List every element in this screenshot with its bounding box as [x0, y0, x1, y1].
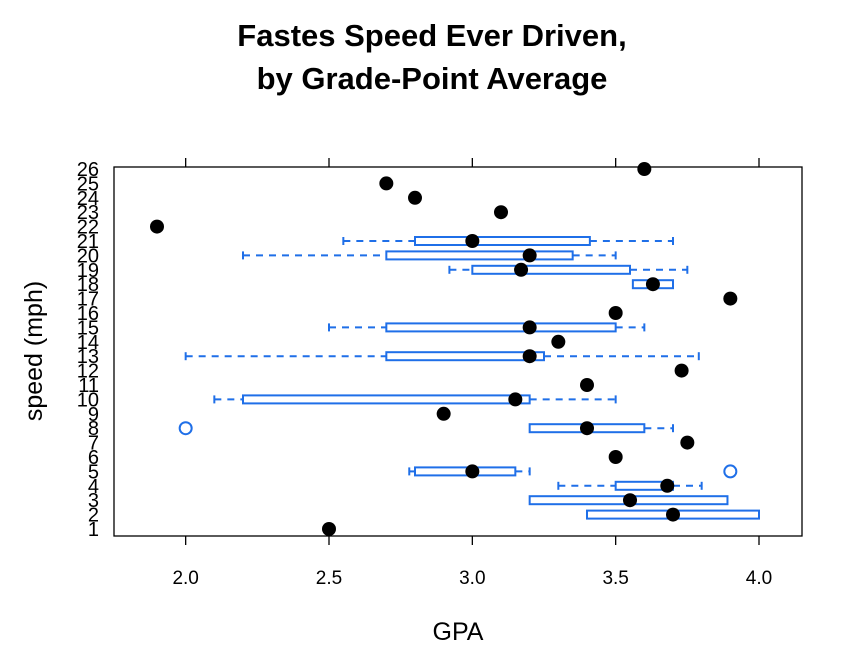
x-tick-label: 3.0	[459, 568, 485, 589]
box	[385, 322, 617, 333]
data-point	[494, 205, 508, 220]
x-tick-label: 4.0	[746, 568, 772, 589]
y-tick-label: 19	[77, 260, 99, 282]
y-tick-label: 2	[88, 505, 99, 527]
x-axis-label: GPA	[433, 618, 484, 646]
data-point	[580, 421, 594, 436]
y-tick-label: 17	[77, 289, 99, 311]
box-plot	[342, 236, 674, 246]
data-point	[322, 522, 336, 536]
data-point	[637, 162, 652, 176]
y-tick-label: 4	[88, 476, 99, 498]
x-axis-ticks: 2.0 2.5 3.0 3.5 4.0	[172, 158, 772, 589]
y-tick-label: 15	[77, 317, 99, 339]
x-tick-label: 3.5	[602, 568, 628, 589]
data-point	[680, 435, 695, 450]
data-point	[723, 291, 738, 306]
y-tick-label: 12	[77, 361, 99, 383]
y-axis-tick-labels: 1234567891011121314151617181920212223242…	[77, 159, 99, 541]
plot-frame	[113, 166, 803, 537]
y-tick-label: 5	[88, 461, 99, 483]
y-tick-label: 9	[88, 404, 99, 426]
data-point	[465, 464, 480, 479]
data-point	[580, 378, 594, 392]
data-point	[551, 334, 566, 349]
data-point	[522, 320, 537, 335]
box-plot	[557, 480, 703, 491]
data-points	[150, 162, 738, 536]
box	[242, 394, 531, 405]
data-point	[408, 190, 422, 205]
box-plot	[448, 264, 689, 275]
box	[414, 466, 517, 477]
box	[385, 351, 546, 362]
y-tick-label: 23	[77, 202, 99, 224]
box-plot	[178, 421, 674, 436]
data-point	[465, 234, 480, 248]
chart-title-line-1: Fastes Speed Ever Driven,	[237, 18, 626, 53]
x-tick-label: 2.0	[172, 568, 198, 589]
box-plot	[184, 351, 700, 362]
data-point	[150, 219, 164, 234]
y-tick-label: 21	[77, 231, 99, 253]
data-point	[608, 450, 623, 464]
y-tick-label: 7	[88, 433, 99, 455]
y-tick-label: 3	[88, 490, 99, 512]
y-tick-label: 20	[77, 245, 99, 267]
outlier-point	[178, 421, 193, 436]
y-tick-label: 8	[88, 418, 99, 440]
box	[385, 250, 574, 261]
y-tick-label: 6	[88, 447, 99, 469]
data-point	[608, 306, 623, 320]
box-plot	[408, 464, 738, 479]
data-point	[674, 363, 689, 378]
data-point	[660, 478, 675, 493]
y-tick-label: 24	[77, 188, 99, 210]
data-point	[522, 248, 537, 263]
y-tick-label: 16	[77, 303, 99, 325]
box-plot	[328, 322, 646, 333]
chart-title-line-2: by Grade-Point Average	[257, 61, 608, 96]
box	[471, 264, 632, 275]
y-tick-label: 1	[88, 519, 99, 541]
data-point	[436, 406, 451, 421]
y-tick-label: 10	[77, 389, 99, 411]
y-tick-label: 11	[78, 375, 99, 397]
box-plot	[213, 394, 617, 405]
y-tick-label: 18	[77, 274, 99, 296]
box-plot	[242, 250, 617, 261]
box	[414, 236, 591, 246]
y-tick-label: 25	[77, 173, 99, 195]
data-point	[379, 176, 394, 191]
y-tick-label: 26	[77, 159, 99, 181]
outlier-point	[723, 464, 738, 479]
data-point	[645, 277, 660, 292]
data-point	[508, 392, 523, 407]
data-point	[666, 507, 680, 522]
data-point	[514, 262, 529, 277]
y-axis-label: speed (mph)	[20, 281, 48, 421]
x-tick-label: 2.5	[316, 568, 342, 589]
y-tick-label: 13	[77, 346, 99, 368]
y-tick-label: 14	[77, 332, 99, 354]
data-point	[623, 493, 637, 508]
data-point	[522, 349, 537, 364]
y-tick-label: 22	[77, 217, 99, 239]
